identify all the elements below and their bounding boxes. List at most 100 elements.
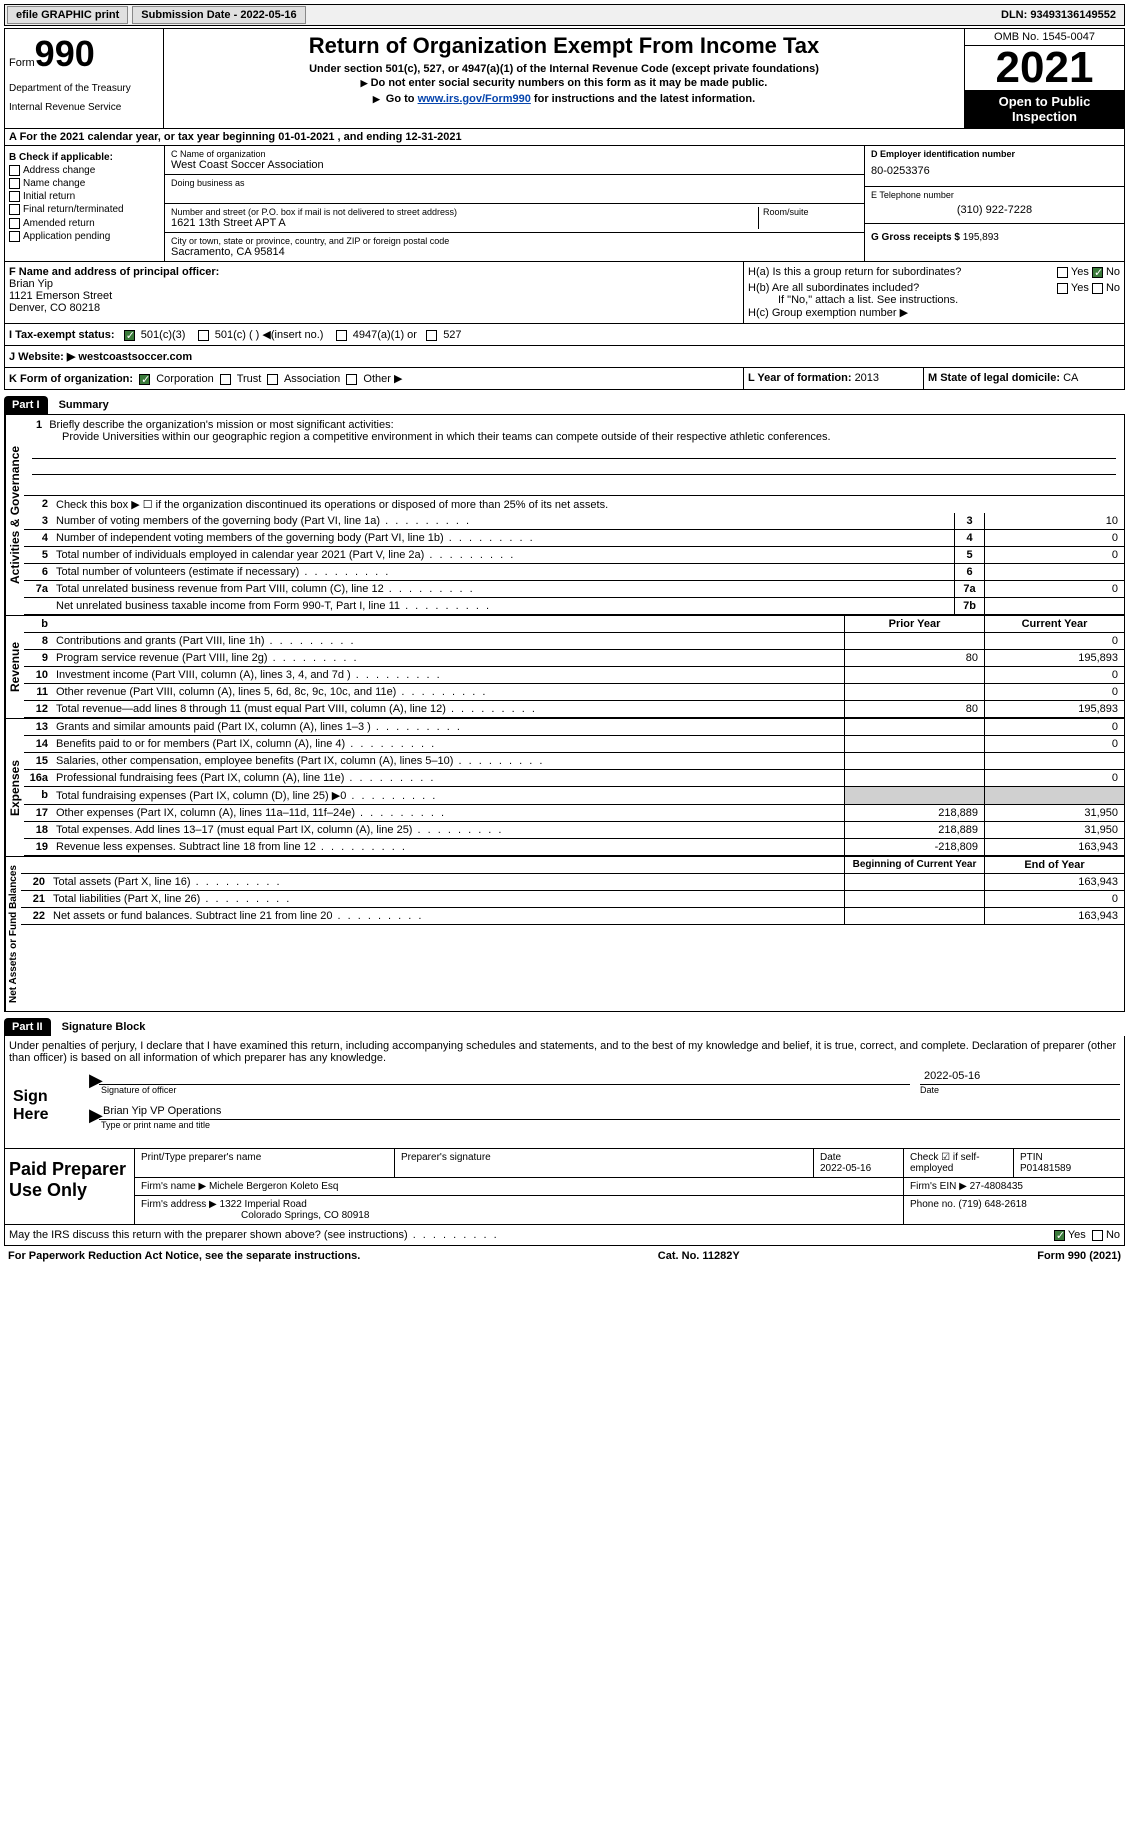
line-value: 0 <box>984 547 1124 563</box>
summary-line-label: Number of voting members of the governin… <box>52 513 954 529</box>
open-public-label: Open to Public Inspection <box>965 90 1124 128</box>
city-label: City or town, state or province, country… <box>171 236 858 246</box>
chk-501c3[interactable] <box>124 330 135 341</box>
revenue-line-label: Contributions and grants (Part VIII, lin… <box>52 633 844 649</box>
prep-name-label: Print/Type preparer's name <box>135 1149 395 1177</box>
firm-name: Michele Bergeron Koleto Esq <box>209 1181 339 1192</box>
officer-city: Denver, CO 80218 <box>9 302 739 314</box>
officer-street: 1121 Emerson Street <box>9 290 739 302</box>
net-line-label: Net assets or fund balances. Subtract li… <box>49 908 844 924</box>
phone-label: E Telephone number <box>871 190 1118 200</box>
line-box: 4 <box>954 530 984 546</box>
current-value: 0 <box>984 719 1124 735</box>
street-label: Number and street (or P.O. box if mail i… <box>171 207 758 217</box>
ha-label: H(a) Is this a group return for subordin… <box>748 266 961 278</box>
paid-preparer-label: Paid Preparer Use Only <box>5 1149 135 1224</box>
expense-line-label: Benefits paid to or for members (Part IX… <box>52 736 844 752</box>
dba-value <box>171 188 858 200</box>
chk-final-return[interactable] <box>9 204 20 215</box>
line-value <box>984 564 1124 580</box>
current-value: 31,950 <box>984 822 1124 838</box>
net-line-label: Total assets (Part X, line 16) <box>49 874 844 890</box>
chk-501c[interactable] <box>198 330 209 341</box>
line2-text: Check this box ▶ ☐ if the organization d… <box>52 496 1124 513</box>
irs-label: Internal Revenue Service <box>9 102 159 113</box>
current-value: 0 <box>984 736 1124 752</box>
vert-revenue: Revenue <box>5 616 24 718</box>
chk-ha-no[interactable] <box>1092 267 1103 278</box>
form-number: Form990 <box>9 33 159 75</box>
prior-value: -218,809 <box>844 839 984 855</box>
expense-line-label: Salaries, other compensation, employee b… <box>52 753 844 769</box>
chk-address-change[interactable] <box>9 165 20 176</box>
line-box: 5 <box>954 547 984 563</box>
form-footer: Form 990 (2021) <box>1037 1250 1121 1262</box>
prior-value <box>844 719 984 735</box>
col-b-checkboxes: B Check if applicable: Address change Na… <box>5 146 165 261</box>
firm-ein: 27-4808435 <box>970 1181 1023 1192</box>
current-value: 31,950 <box>984 805 1124 821</box>
officer-label: F Name and address of principal officer: <box>9 266 739 278</box>
officer-name: Brian Yip <box>9 278 739 290</box>
ptin-value: P01481589 <box>1020 1163 1071 1174</box>
chk-ha-yes[interactable] <box>1057 267 1068 278</box>
expense-line-label: Other expenses (Part IX, column (A), lin… <box>52 805 844 821</box>
line-box: 7b <box>954 598 984 614</box>
mission-text: Provide Universities within our geograph… <box>32 431 831 443</box>
sig-officer-label: Signature of officer <box>89 1085 920 1095</box>
chk-assoc[interactable] <box>267 374 278 385</box>
chk-name-change[interactable] <box>9 178 20 189</box>
line-value: 10 <box>984 513 1124 529</box>
prior-value <box>844 770 984 786</box>
ein-label: D Employer identification number <box>871 149 1118 159</box>
website-label: J Website: <box>9 351 67 363</box>
tax-year: 2021 <box>965 46 1124 90</box>
chk-corp[interactable] <box>139 374 150 385</box>
revenue-line-label: Total revenue—add lines 8 through 11 (mu… <box>52 701 844 717</box>
col-prior-year: Prior Year <box>844 616 984 632</box>
officer-name-title: Brian Yip VP Operations <box>103 1105 221 1117</box>
chk-initial-return[interactable] <box>9 191 20 202</box>
revenue-line-label: Investment income (Part VIII, column (A)… <box>52 667 844 683</box>
chk-other[interactable] <box>346 374 357 385</box>
street-value: 1621 13th Street APT A <box>171 217 758 229</box>
part1-title: Summary <box>51 399 109 411</box>
prep-sig-label: Preparer's signature <box>395 1149 814 1177</box>
part1-header: Part I <box>4 396 48 414</box>
org-name: West Coast Soccer Association <box>171 159 858 171</box>
begin-value <box>844 874 984 890</box>
summary-line-label: Total unrelated business revenue from Pa… <box>52 581 954 597</box>
vert-expenses: Expenses <box>5 719 24 856</box>
efile-print-button[interactable]: efile GRAPHIC print <box>7 6 128 24</box>
cat-number: Cat. No. 11282Y <box>658 1250 740 1262</box>
declaration-text: Under penalties of perjury, I declare th… <box>9 1040 1120 1064</box>
submission-date-button[interactable]: Submission Date - 2022-05-16 <box>132 6 305 24</box>
irs-link[interactable]: www.irs.gov/Form990 <box>418 93 531 105</box>
expense-line-label: Total fundraising expenses (Part IX, col… <box>52 787 844 804</box>
city-value: Sacramento, CA 95814 <box>171 246 858 258</box>
check-self-employed: Check ☑ if self-employed <box>904 1149 1014 1177</box>
prior-value <box>844 667 984 683</box>
end-value: 0 <box>984 891 1124 907</box>
chk-hb-yes[interactable] <box>1057 283 1068 294</box>
summary-line-label: Total number of volunteers (estimate if … <box>52 564 954 580</box>
chk-hb-no[interactable] <box>1092 283 1103 294</box>
current-value: 0 <box>984 770 1124 786</box>
line-box: 3 <box>954 513 984 529</box>
discuss-question: May the IRS discuss this return with the… <box>9 1229 499 1241</box>
chk-4947[interactable] <box>336 330 347 341</box>
sig-date: 2022-05-16 <box>920 1068 1120 1085</box>
sign-here-label: Sign Here <box>9 1068 89 1144</box>
dln-label: DLN: 93493136149552 <box>1001 9 1124 21</box>
line-value: 0 <box>984 581 1124 597</box>
chk-discuss-no[interactable] <box>1092 1230 1103 1241</box>
chk-amended-return[interactable] <box>9 218 20 229</box>
chk-trust[interactable] <box>220 374 231 385</box>
chk-527[interactable] <box>426 330 437 341</box>
summary-line-label: Number of independent voting members of … <box>52 530 954 546</box>
chk-discuss-yes[interactable] <box>1054 1230 1065 1241</box>
date-label: Date <box>920 1085 1120 1095</box>
prior-value: 80 <box>844 701 984 717</box>
form-header: Form990 Department of the Treasury Inter… <box>4 28 1125 129</box>
chk-app-pending[interactable] <box>9 231 20 242</box>
